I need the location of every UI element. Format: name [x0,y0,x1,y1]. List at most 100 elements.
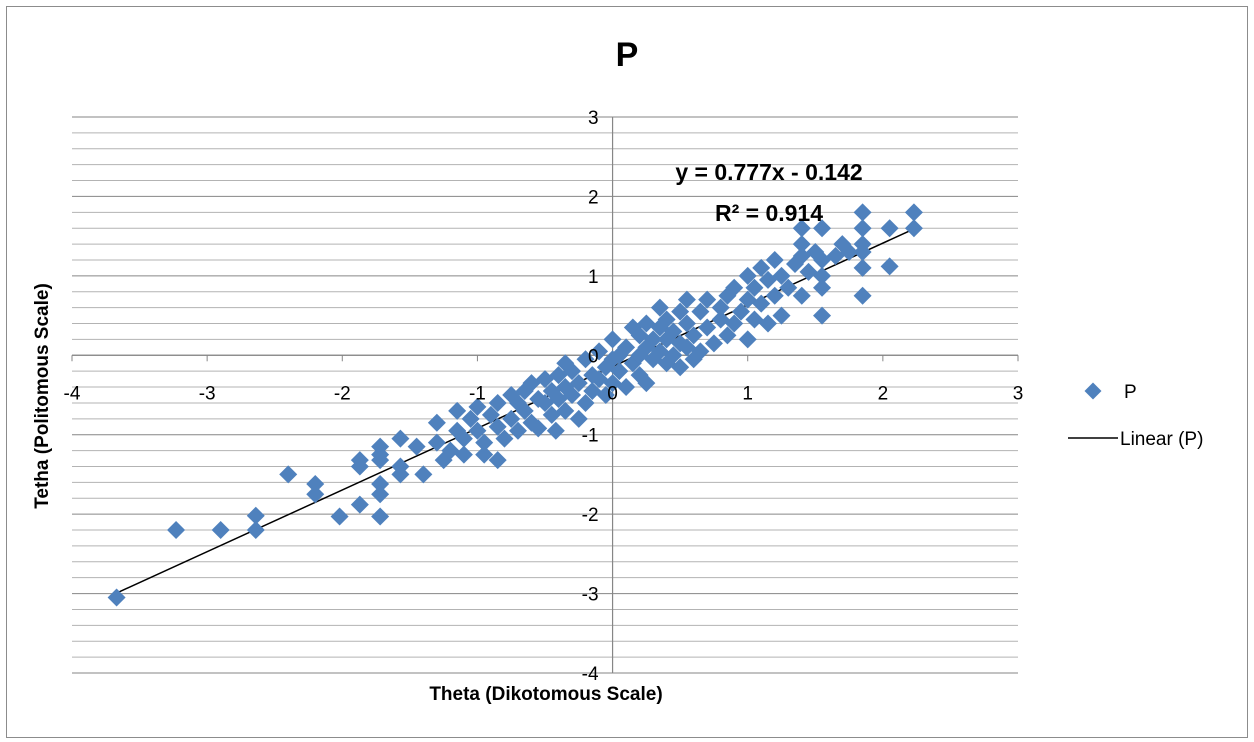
data-point [508,421,527,440]
data-point [556,401,575,420]
x-tick-label: -3 [199,383,216,404]
data-point [617,338,636,357]
data-point [637,314,656,333]
legend: P Linear (P) [1068,382,1203,450]
x-tick-label: 1 [742,383,753,404]
data-point [691,302,710,321]
data-point [569,374,588,393]
data-point [522,374,541,393]
y-tick-label: -3 [582,585,599,606]
data-point [904,203,923,222]
data-point [590,370,609,389]
data-point [454,445,473,464]
data-point [306,485,325,504]
data-point [799,262,818,281]
data-point [904,219,923,238]
y-axis-label: Tetha (Politomous Scale) [32,283,53,509]
data-point [279,465,298,484]
data-point [371,474,390,493]
data-point [371,451,390,470]
data-point [461,409,480,428]
data-point [167,521,186,540]
data-point [765,286,784,305]
data-point [391,465,410,484]
data-point [671,302,690,321]
data-point [813,266,832,285]
data-point [745,310,764,329]
legend-label-trendline: Linear (P) [1120,429,1203,450]
data-point [677,338,696,357]
tick-labels: -4 -3 -2 -1 0 1 2 3 -4 -3 -2 -1 0 1 2 3 [64,108,1024,685]
data-point [448,401,467,420]
data-point [684,326,703,345]
data-point [813,250,832,269]
data-point [468,421,487,440]
data-point [880,257,899,276]
data-point [576,350,595,369]
data-point [725,278,744,297]
trendline-group [116,228,915,594]
data-point [853,219,872,238]
legend-marker-diamond [1084,382,1102,400]
data-point [664,322,683,341]
data-point [407,437,426,456]
data-point [671,358,690,377]
data-point [515,401,534,420]
data-point [725,314,744,333]
legend-label-series: P [1124,382,1137,403]
data-point [826,247,845,265]
data-point [576,393,595,412]
data-point [738,330,757,349]
trendline-r-squared: R² = 0.914 [715,200,823,226]
data-point [536,393,554,412]
data-point [880,219,899,238]
data-point [677,314,696,333]
data-point [371,507,390,526]
data-point [711,298,730,317]
data-point [391,429,410,448]
data-point [758,314,777,333]
data-point [563,362,582,381]
y-tick-label: 2 [588,187,599,208]
trendline [116,228,915,594]
x-tick-label: 3 [1013,383,1024,404]
y-tick-label: -4 [582,664,599,685]
y-tick-label: -1 [582,426,599,447]
data-point [371,485,390,504]
data-point [536,370,554,389]
data-point [350,495,369,514]
data-point [650,298,669,317]
data-point [475,433,494,452]
x-tick-label: -4 [64,383,81,404]
data-point [569,409,588,428]
data-point [711,310,730,329]
data-point [630,326,649,345]
data-point [772,306,791,325]
data-point [590,342,609,361]
data-point [617,378,636,397]
x-tick-label: -2 [334,383,351,404]
data-point [610,362,629,381]
x-axis-label: Theta (Dikotomous Scale) [429,684,662,705]
data-point [853,203,872,222]
data-point [603,330,622,349]
data-point [583,382,602,401]
data-point [488,417,507,436]
data-point [350,457,369,476]
data-point [427,433,446,452]
data-point [563,386,582,404]
trendline-equation: y = 0.777x - 0.142 [675,159,862,185]
data-point [414,465,433,484]
y-tick-label: 3 [588,108,599,129]
data-point [637,374,656,393]
data-point [698,290,717,309]
data-point [481,405,500,424]
data-point [792,235,811,254]
data-points [107,203,923,607]
data-point [813,306,832,325]
data-point [650,342,669,361]
data-point [853,258,872,277]
x-tick-label: 2 [878,383,889,404]
data-point [772,266,791,285]
